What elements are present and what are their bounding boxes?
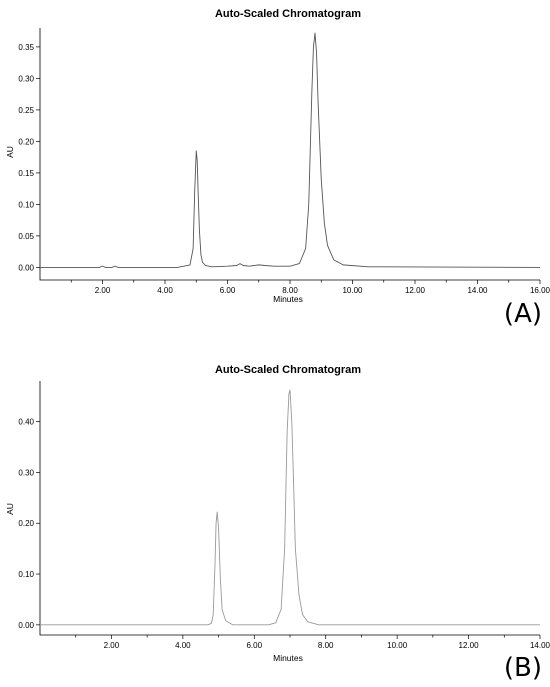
- axis-frame: [39, 381, 540, 636]
- axis-frame: [39, 28, 540, 281]
- panel-label: (A): [504, 299, 542, 329]
- x-tick-label: 6.00: [246, 641, 262, 650]
- x-tick-label: 2.00: [104, 641, 120, 650]
- y-tick-label: 0.40: [18, 418, 34, 427]
- x-tick-label: 10.00: [342, 286, 363, 295]
- x-axis-label: Minutes: [273, 653, 303, 663]
- x-tick-label: 12.00: [459, 641, 480, 650]
- y-axis: 0.00 0.10 0.20 0.30 0.40: [18, 418, 40, 630]
- chromatogram-panel-b: Auto-Scaled Chromatogram 0.00 0.10 0.20 0.3…: [5, 364, 550, 683]
- y-tick-label: 0.05: [18, 232, 34, 241]
- chart-title: Auto-Scaled Chromatogram: [215, 8, 361, 20]
- x-tick-label: 8.00: [282, 286, 298, 295]
- x-tick-label: 6.00: [220, 286, 236, 295]
- y-tick-label: 0.20: [18, 519, 34, 528]
- y-tick-label: 0.20: [18, 137, 34, 146]
- y-tick-label: 0.25: [18, 106, 34, 115]
- x-axis-label: Minutes: [273, 294, 303, 304]
- chromatogram-panel-a: Auto-Scaled Chromatogram 0.00 0.05 0.10 0.1…: [5, 8, 550, 329]
- x-tick-label: 4.00: [157, 286, 173, 295]
- x-tick-label: 12.00: [405, 286, 426, 295]
- chromatogram-trace: [40, 389, 540, 626]
- y-tick-label: 0.00: [18, 263, 34, 272]
- y-axis-label: AU: [5, 146, 15, 158]
- x-tick-label: 8.00: [318, 641, 334, 650]
- chromatogram-trace: [40, 32, 541, 268]
- x-tick-label: 2.00: [95, 286, 111, 295]
- y-tick-label: 0.00: [18, 621, 34, 630]
- chart-title: Auto-Scaled Chromatogram: [215, 364, 361, 376]
- x-tick-label: 16.00: [530, 286, 550, 295]
- x-axis: 2.00 4.00 6.00 8.00 10.00 12.00 14.00 16.00: [70, 280, 550, 295]
- y-axis-label: AU: [5, 503, 15, 515]
- panel-label: (B): [504, 653, 542, 683]
- x-axis: 2.00 4.00 6.00 8.00 10.00 12.00 14.00: [75, 635, 550, 650]
- x-tick-label: 14.00: [467, 286, 488, 295]
- x-tick-label: 10.00: [387, 641, 408, 650]
- y-tick-label: 0.35: [18, 43, 34, 52]
- x-tick-label: 14.00: [530, 641, 550, 650]
- x-tick-label: 4.00: [175, 641, 191, 650]
- y-tick-label: 0.30: [18, 468, 34, 477]
- y-tick-label: 0.30: [18, 74, 34, 83]
- y-tick-label: 0.15: [18, 169, 34, 178]
- y-axis: 0.00 0.05 0.10 0.15 0.20 0.25 0.30 0.35: [18, 43, 40, 272]
- y-tick-label: 0.10: [18, 570, 34, 579]
- y-tick-label: 0.10: [18, 200, 34, 209]
